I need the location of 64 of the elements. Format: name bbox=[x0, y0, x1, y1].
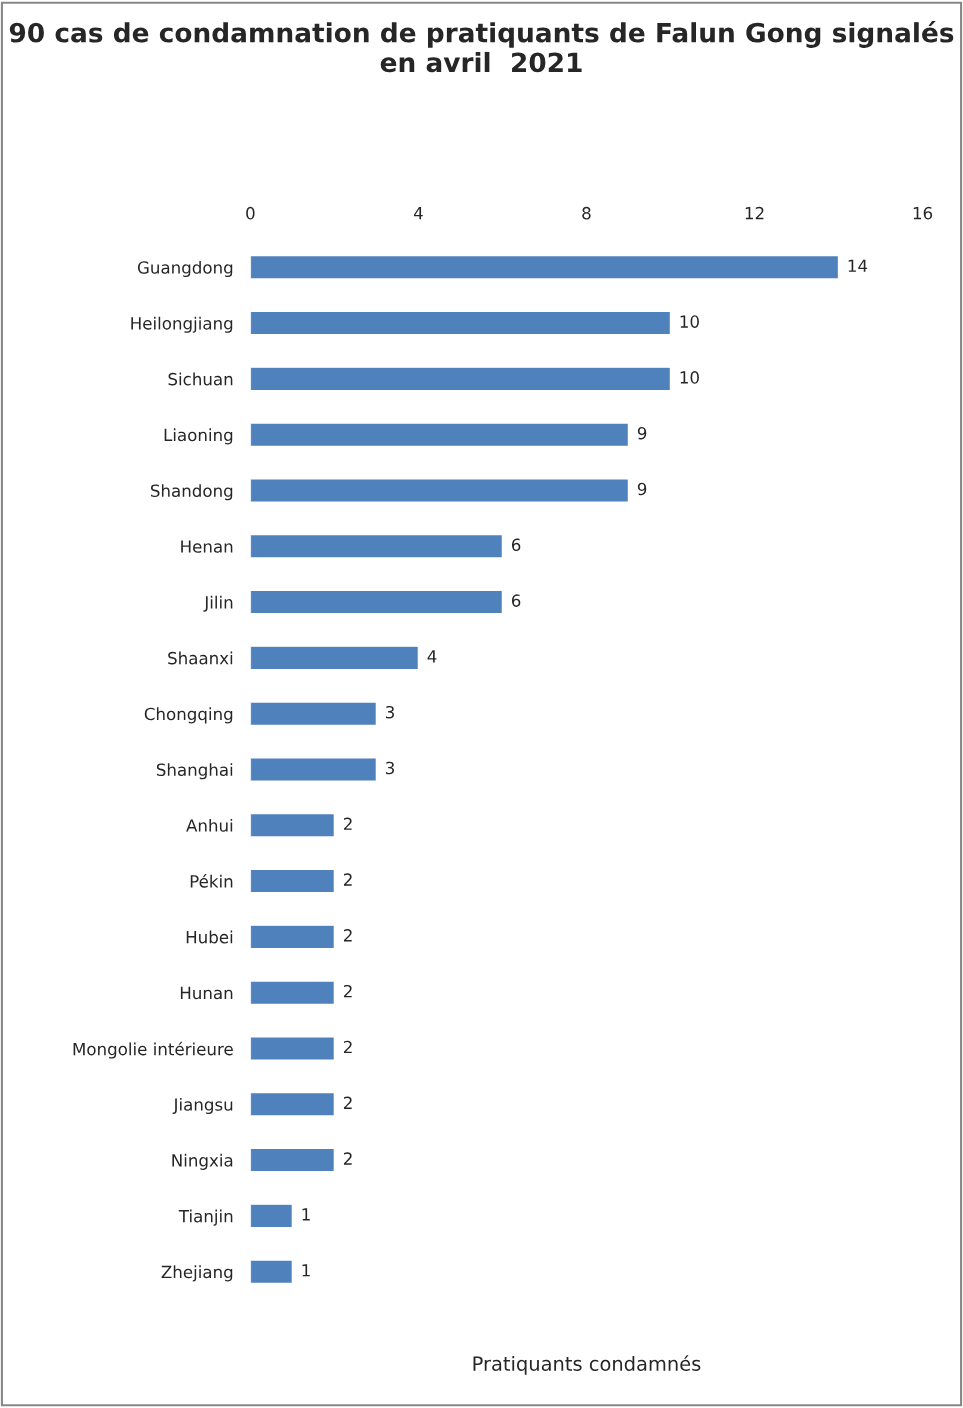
y-tick-label: Shaanxi bbox=[168, 651, 233, 665]
bar bbox=[250, 1203, 294, 1229]
chart-title: 90 cas de condamnation de pratiquants de Falun Gong signalés en avril 2021 bbox=[9, 21, 954, 73]
y-tick-label: Henan bbox=[181, 540, 233, 553]
data-label: 2 bbox=[343, 929, 352, 942]
bar bbox=[250, 701, 378, 727]
bar bbox=[250, 1259, 294, 1285]
y-tick-label: Anhui bbox=[186, 818, 233, 832]
data-label: 3 bbox=[386, 761, 395, 775]
bar bbox=[250, 868, 336, 894]
y-tick-label: Mongolie intérieure bbox=[73, 1041, 233, 1059]
y-tick-label: Jiangsu bbox=[172, 1097, 233, 1115]
data-label: 2 bbox=[343, 1096, 352, 1109]
y-tick-label: Shandong bbox=[150, 484, 233, 501]
x-tick-label: 0 bbox=[246, 206, 255, 220]
y-tick-label: Guangdong bbox=[137, 260, 233, 278]
data-label: 2 bbox=[343, 984, 352, 998]
bar bbox=[250, 1147, 336, 1173]
x-axis-title: Pratiquants condamnés bbox=[473, 1355, 701, 1375]
data-label: 6 bbox=[511, 594, 521, 607]
bar bbox=[250, 310, 672, 336]
bar bbox=[250, 980, 336, 1006]
data-label: 2 bbox=[343, 1040, 352, 1054]
data-label: 4 bbox=[427, 650, 437, 663]
bar bbox=[250, 254, 840, 280]
data-label: 10 bbox=[680, 315, 699, 328]
x-tick-label: 8 bbox=[582, 206, 591, 220]
bar bbox=[250, 924, 336, 950]
y-tick-label: Hubei bbox=[186, 930, 233, 944]
bar bbox=[250, 812, 336, 838]
data-label: 1 bbox=[302, 1264, 310, 1277]
y-tick-label: Zhejiang bbox=[161, 1265, 233, 1282]
bar bbox=[250, 1091, 336, 1117]
y-tick-label: Shanghai bbox=[156, 763, 233, 780]
bar bbox=[250, 422, 630, 448]
data-label: 9 bbox=[637, 426, 647, 440]
y-tick-label: Ningxia bbox=[172, 1153, 233, 1170]
y-tick-label: Liaoning bbox=[164, 428, 233, 445]
bar bbox=[250, 645, 420, 671]
data-label: 9 bbox=[637, 482, 647, 496]
x-tick-label: 4 bbox=[413, 207, 423, 220]
y-tick-label: Jilin bbox=[203, 595, 233, 612]
data-label: 2 bbox=[343, 1152, 352, 1165]
y-tick-label: Heilongjiang bbox=[131, 316, 233, 333]
data-label: 10 bbox=[680, 371, 699, 384]
bar bbox=[250, 589, 504, 615]
bar bbox=[250, 533, 504, 559]
data-label: 2 bbox=[343, 817, 352, 830]
y-tick-label: Chongqing bbox=[144, 707, 233, 724]
data-label: 6 bbox=[511, 538, 521, 552]
data-label: 14 bbox=[848, 259, 868, 272]
data-label: 1 bbox=[302, 1208, 310, 1221]
y-tick-label: Sichuan bbox=[168, 372, 233, 386]
y-tick-label: Tianjin bbox=[178, 1209, 233, 1226]
data-label: 3 bbox=[386, 705, 395, 719]
bar bbox=[250, 757, 378, 782]
x-tick-label: 16 bbox=[913, 206, 933, 220]
x-tick-label: 12 bbox=[745, 206, 764, 220]
bar bbox=[250, 1036, 336, 1061]
data-label: 2 bbox=[343, 873, 352, 886]
y-tick-label: Hunan bbox=[180, 986, 233, 1000]
y-tick-label: Pékin bbox=[190, 874, 233, 888]
bar bbox=[250, 478, 630, 503]
bar bbox=[250, 366, 672, 392]
